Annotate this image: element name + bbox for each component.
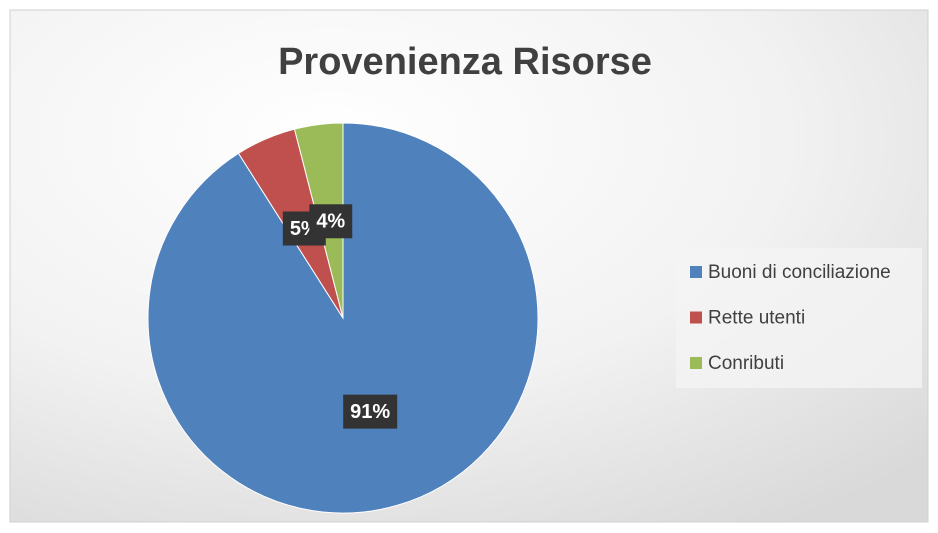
legend-swatch bbox=[690, 266, 702, 278]
legend-label: Buoni di conciliazione bbox=[708, 262, 891, 283]
data-label-box bbox=[309, 204, 353, 239]
legend-label: Conributi bbox=[708, 353, 784, 374]
legend-box bbox=[676, 248, 922, 388]
data-label: 91% bbox=[350, 401, 390, 423]
data-label-box bbox=[343, 394, 398, 429]
data-label: 4% bbox=[316, 211, 345, 233]
legend-swatch bbox=[690, 311, 702, 324]
chart-title: Provenienza Risorse bbox=[278, 41, 652, 83]
legend-swatch bbox=[690, 357, 702, 369]
legend-label: Rette utenti bbox=[708, 308, 805, 329]
